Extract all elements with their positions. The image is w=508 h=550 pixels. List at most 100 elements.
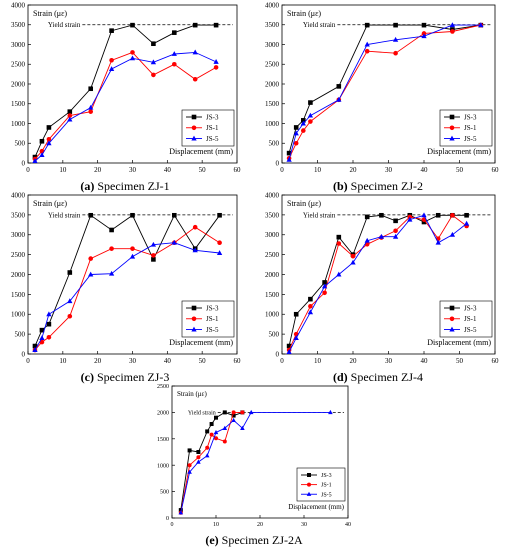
x-axis-label: Displacement (mm)	[169, 147, 233, 156]
y-tick-label: 500	[15, 140, 26, 148]
data-point	[67, 270, 73, 275]
chart-panel-3: 0 10 20 30 40 50 60 0 500 1000 1500 2000 2500 3000 350…	[11, 191, 241, 384]
y-tick-label: 0	[276, 350, 280, 358]
data-point	[464, 212, 469, 218]
data-point	[308, 304, 313, 309]
data-point	[151, 41, 156, 47]
yield-strain-label: Yield strain	[303, 21, 336, 29]
x-tick-label: 60	[492, 357, 500, 365]
data-point	[421, 22, 427, 28]
data-point	[231, 417, 236, 423]
caption-text: Specimen ZJ-4	[348, 370, 423, 384]
data-point	[217, 240, 222, 245]
data-point	[308, 296, 313, 302]
x-tick-label: 0	[26, 166, 30, 174]
data-point	[39, 138, 45, 144]
chart-panel-2: 0 10 20 30 40 50 60 0 500 1000 1500 2000 2500 3000 350…	[265, 1, 499, 193]
x-tick-label: 50	[456, 357, 464, 365]
legend-marker	[307, 482, 311, 487]
y-tick-label: 1000	[265, 120, 280, 128]
y-tick-label: 0	[166, 516, 169, 522]
data-point	[435, 239, 441, 245]
y-tick-label: 2000	[11, 271, 26, 279]
legend-entry: JS-3	[206, 113, 219, 121]
legend-entry: JS-3	[464, 113, 477, 121]
legend-entry: JS-1	[464, 124, 477, 132]
x-tick-label: 60	[234, 166, 242, 174]
data-point	[450, 29, 455, 34]
data-point	[46, 125, 52, 130]
data-point	[222, 410, 227, 415]
y-tick-label: 1500	[265, 291, 280, 299]
x-tick-label: 20	[350, 166, 358, 174]
y-tick-label: 3000	[265, 231, 280, 239]
legend-marker	[191, 305, 197, 311]
x-tick-label: 10	[314, 166, 322, 174]
data-point	[151, 253, 156, 258]
x-tick-label: 60	[234, 357, 242, 365]
data-point	[286, 349, 292, 354]
data-point	[32, 158, 38, 163]
data-point	[301, 118, 306, 123]
data-point	[222, 425, 228, 430]
chart-caption: (d) Specimen ZJ-4	[333, 370, 423, 384]
y-tick-label: 2500	[265, 251, 280, 259]
data-point	[151, 72, 156, 78]
data-point	[88, 104, 94, 110]
data-point	[378, 233, 385, 239]
data-point	[364, 48, 370, 54]
data-point	[67, 313, 73, 319]
data-point	[172, 212, 177, 218]
data-point	[192, 76, 198, 82]
series-JS-5	[178, 409, 333, 515]
data-point	[321, 283, 328, 289]
data-point	[196, 459, 201, 464]
data-point	[231, 410, 236, 415]
series-JS-5	[286, 212, 470, 354]
data-point	[293, 311, 299, 317]
data-point	[293, 125, 299, 130]
series-line	[180, 411, 331, 513]
chart-caption: (e) Specimen ZJ-2A	[205, 533, 303, 547]
legend-entry: JS-5	[206, 135, 219, 143]
data-point	[209, 422, 214, 427]
data-point	[172, 30, 177, 35]
data-point	[67, 116, 73, 122]
data-point	[307, 309, 314, 315]
data-point	[421, 212, 427, 218]
series-line	[288, 214, 467, 351]
legend-entry: JS-3	[206, 304, 219, 312]
data-point	[364, 41, 370, 47]
y-tick-label: 4000	[265, 1, 280, 9]
data-point	[32, 343, 38, 349]
series-JS-1	[178, 410, 245, 515]
data-point	[150, 59, 157, 65]
data-point	[109, 28, 114, 33]
y-tick-label: 2500	[265, 61, 280, 69]
series-line	[180, 411, 243, 513]
y-tick-label: 0	[276, 159, 280, 167]
caption-text: Specimen ZJ-2	[348, 179, 423, 193]
x-axis-label: Displacement (mm)	[427, 147, 491, 156]
data-point	[350, 259, 356, 265]
chart-caption: (c) Specimen ZJ-3	[81, 370, 170, 384]
data-point	[88, 212, 93, 218]
legend-box	[439, 300, 493, 338]
legend-entry: JS-5	[321, 492, 332, 498]
data-point	[393, 50, 398, 56]
y-tick-label: 1500	[157, 437, 169, 443]
data-point	[192, 247, 198, 253]
y-tick-label: 3000	[11, 41, 26, 49]
series-JS-5	[286, 22, 484, 162]
data-point	[300, 120, 306, 126]
data-point	[392, 233, 399, 239]
x-tick-label: 40	[421, 166, 429, 174]
caption-text: Specimen ZJ-3	[94, 370, 169, 384]
legend-entry: JS-5	[464, 135, 477, 143]
series-JS-5	[32, 49, 219, 163]
x-tick-label: 30	[129, 357, 137, 365]
y-tick-label: 4000	[11, 191, 26, 199]
data-point	[88, 86, 93, 92]
data-point	[293, 140, 299, 146]
